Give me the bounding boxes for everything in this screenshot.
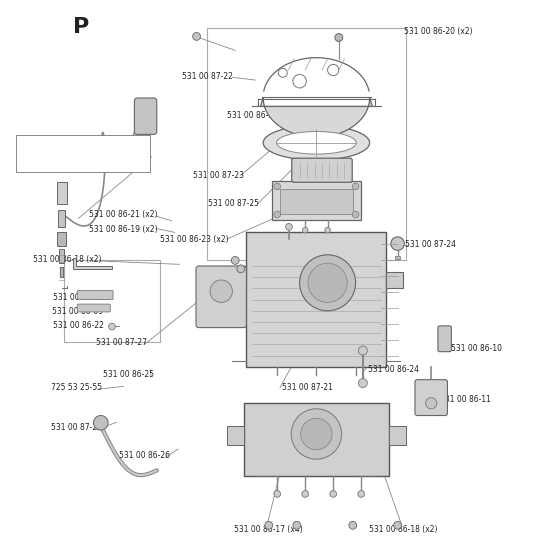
Bar	[224, 266, 246, 288]
Circle shape	[349, 521, 357, 529]
FancyBboxPatch shape	[16, 135, 150, 172]
Bar	[389, 426, 406, 445]
FancyBboxPatch shape	[438, 326, 451, 352]
Bar	[60, 267, 63, 277]
Text: NGK CMR6H: NGK CMR6H	[50, 155, 99, 161]
Text: 531 00 86-19 (x2): 531 00 86-19 (x2)	[89, 225, 158, 234]
Text: 531 00 87-23: 531 00 87-23	[193, 171, 244, 180]
Text: 531 00 86-09: 531 00 86-09	[53, 307, 104, 316]
Ellipse shape	[263, 125, 370, 160]
Circle shape	[358, 379, 367, 388]
Circle shape	[274, 491, 281, 497]
Circle shape	[308, 263, 347, 302]
Bar	[386, 272, 403, 288]
Text: 531 00 86-18 (x2): 531 00 86-18 (x2)	[369, 525, 437, 534]
Circle shape	[391, 237, 404, 250]
Circle shape	[335, 34, 343, 41]
Text: 531 00 86-21 (x2): 531 00 86-21 (x2)	[90, 210, 158, 219]
Bar	[59, 249, 64, 263]
FancyBboxPatch shape	[292, 158, 352, 183]
Bar	[58, 210, 65, 227]
Circle shape	[394, 521, 402, 529]
FancyBboxPatch shape	[77, 291, 113, 300]
Text: 531 00 86-17 (x4): 531 00 86-17 (x4)	[235, 525, 303, 534]
Text: 531 00 87-24: 531 00 87-24	[405, 240, 456, 249]
Text: 531 00 86-26: 531 00 86-26	[119, 451, 170, 460]
Circle shape	[300, 255, 356, 311]
Circle shape	[301, 418, 332, 450]
Bar	[207, 28, 406, 260]
Circle shape	[94, 416, 108, 430]
Bar	[64, 260, 160, 342]
Bar	[280, 189, 353, 214]
Bar	[227, 426, 244, 445]
Text: 531 00 87-27: 531 00 87-27	[96, 338, 147, 347]
Bar	[244, 403, 389, 476]
Circle shape	[210, 280, 232, 302]
Text: 531 00 86-25: 531 00 86-25	[103, 370, 154, 379]
FancyBboxPatch shape	[134, 98, 157, 134]
Circle shape	[193, 32, 200, 40]
Text: 531 00 86-18 (x2): 531 00 86-18 (x2)	[33, 255, 101, 264]
Polygon shape	[260, 98, 372, 137]
Circle shape	[358, 491, 365, 497]
Text: 531 00 87-22: 531 00 87-22	[181, 72, 232, 81]
Text: NGK CMR4H: NGK CMR4H	[50, 141, 99, 147]
Circle shape	[265, 521, 273, 529]
Circle shape	[352, 211, 359, 218]
Circle shape	[274, 211, 281, 218]
Circle shape	[302, 227, 308, 233]
Text: 531 00 86-23 (x2): 531 00 86-23 (x2)	[160, 235, 228, 244]
Circle shape	[330, 491, 337, 497]
Bar	[272, 181, 361, 220]
Text: 725 53 25-55: 725 53 25-55	[51, 383, 102, 392]
Circle shape	[293, 521, 301, 529]
Bar	[57, 232, 66, 246]
Text: 531 00 87-26: 531 00 87-26	[51, 423, 102, 432]
Circle shape	[237, 265, 245, 273]
Text: 531 00 85-13 NGK CMR4H: 531 00 85-13 NGK CMR4H	[20, 141, 115, 147]
Circle shape	[109, 323, 115, 330]
Text: 531 00 86-10: 531 00 86-10	[451, 344, 502, 353]
Text: 531 00 87-21: 531 00 87-21	[282, 383, 333, 392]
FancyBboxPatch shape	[415, 380, 447, 416]
Circle shape	[286, 223, 292, 230]
FancyBboxPatch shape	[196, 266, 246, 328]
Text: 531 00 86-14 NGK CMR5H (STD): 531 00 86-14 NGK CMR5H (STD)	[20, 148, 138, 155]
Text: 531 00 86-12: 531 00 86-12	[227, 111, 278, 120]
Circle shape	[302, 491, 309, 497]
Text: 531 00 86-20 (x2): 531 00 86-20 (x2)	[404, 27, 473, 36]
Bar	[246, 232, 386, 367]
Bar	[57, 182, 67, 204]
Text: NGK CMR5H (STD): NGK CMR5H (STD)	[50, 148, 124, 154]
Bar	[395, 256, 400, 259]
Ellipse shape	[277, 132, 356, 154]
Circle shape	[426, 398, 437, 409]
Circle shape	[352, 183, 359, 190]
Polygon shape	[73, 258, 112, 269]
Text: 531 00 86-08: 531 00 86-08	[53, 293, 104, 302]
Circle shape	[291, 409, 342, 459]
Text: 531 00 86-22: 531 00 86-22	[53, 321, 104, 330]
Text: 531 00 86-24: 531 00 86-24	[368, 365, 419, 374]
FancyBboxPatch shape	[77, 304, 110, 312]
Text: 531 00 87-25: 531 00 87-25	[208, 199, 259, 208]
Circle shape	[358, 346, 367, 355]
Text: P: P	[73, 17, 89, 37]
Circle shape	[274, 183, 281, 190]
Text: 531 00 86-11: 531 00 86-11	[440, 395, 491, 404]
Circle shape	[231, 256, 239, 264]
Text: 531 00 86-15 NGK CMR6H: 531 00 86-15 NGK CMR6H	[20, 155, 115, 161]
Circle shape	[325, 227, 330, 233]
